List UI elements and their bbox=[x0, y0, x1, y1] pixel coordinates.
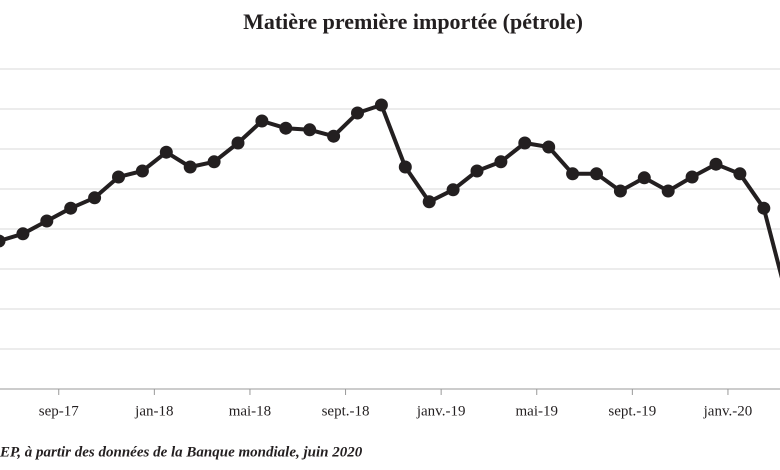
point bbox=[542, 140, 556, 154]
point bbox=[398, 160, 412, 174]
line bbox=[0, 103, 780, 279]
point bbox=[64, 201, 78, 215]
point bbox=[207, 155, 221, 169]
point bbox=[470, 164, 484, 178]
x-tick-label: jan-18 bbox=[134, 403, 173, 419]
point bbox=[231, 136, 245, 150]
point bbox=[757, 201, 771, 215]
x-tick-label: sep-17 bbox=[39, 403, 79, 419]
x-tick-label: janv.-20 bbox=[703, 403, 753, 419]
point bbox=[374, 98, 388, 112]
point bbox=[422, 195, 436, 209]
point bbox=[112, 170, 125, 184]
point bbox=[566, 167, 580, 181]
point bbox=[637, 171, 651, 185]
point bbox=[494, 155, 508, 169]
point bbox=[351, 106, 364, 120]
x-tick-label: sept.-19 bbox=[608, 403, 656, 419]
point bbox=[446, 183, 460, 197]
source-note: EP, à partir des données de la Banque mo… bbox=[0, 444, 363, 460]
point bbox=[327, 129, 341, 143]
x-tick-label: mai-19 bbox=[516, 403, 559, 419]
point bbox=[135, 164, 149, 178]
point bbox=[16, 227, 30, 241]
point bbox=[613, 184, 627, 198]
point bbox=[159, 145, 173, 159]
point bbox=[685, 170, 699, 184]
point bbox=[661, 184, 675, 198]
point bbox=[0, 234, 6, 248]
point bbox=[518, 136, 532, 150]
point bbox=[303, 123, 317, 137]
x-tick-label: mai-18 bbox=[229, 403, 272, 419]
point bbox=[255, 114, 269, 128]
point bbox=[88, 191, 102, 205]
x-tick-label: janv.-19 bbox=[416, 403, 466, 419]
point bbox=[40, 214, 54, 228]
point bbox=[279, 121, 293, 135]
x-tick-label: sept.-18 bbox=[322, 403, 370, 419]
chart-title: Matière première importée (pétrole) bbox=[243, 9, 583, 34]
point bbox=[183, 160, 197, 174]
point bbox=[709, 157, 723, 171]
point bbox=[733, 167, 747, 181]
point bbox=[590, 167, 603, 181]
